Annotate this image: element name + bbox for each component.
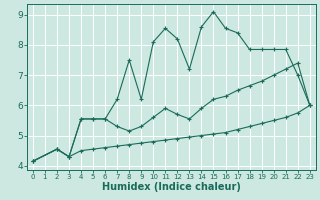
X-axis label: Humidex (Indice chaleur): Humidex (Indice chaleur) <box>102 182 241 192</box>
